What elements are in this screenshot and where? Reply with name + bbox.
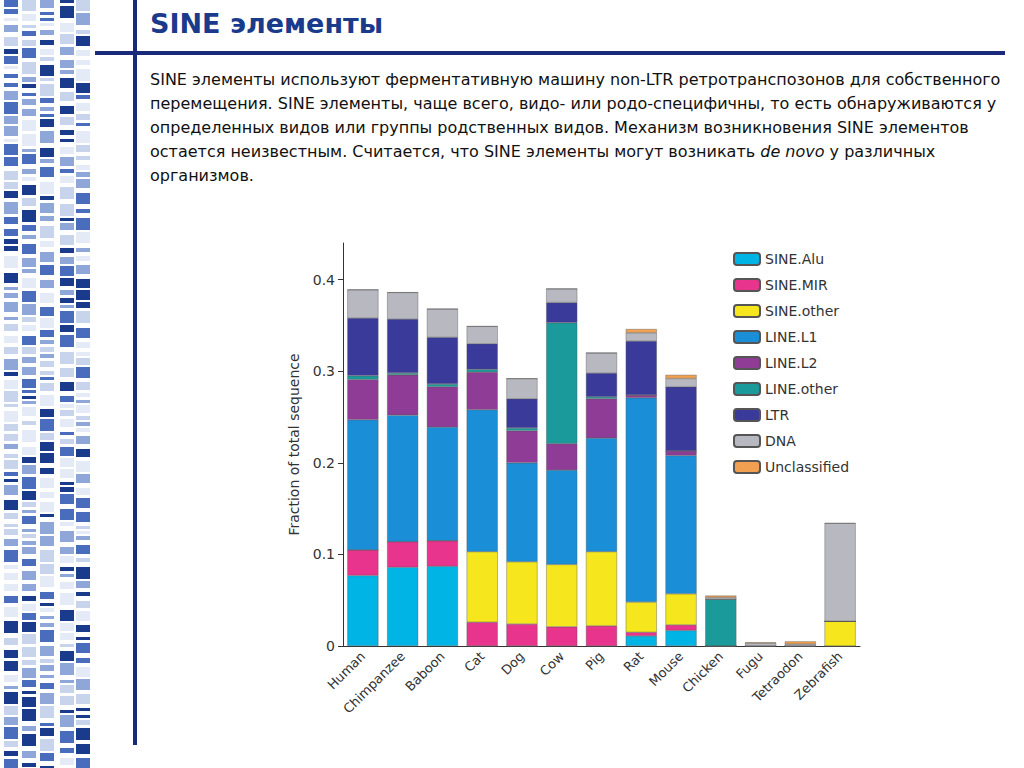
svg-text:Unclassified: Unclassified [765, 459, 849, 475]
svg-text:0: 0 [326, 638, 335, 654]
svg-text:0.2: 0.2 [313, 455, 335, 471]
html-text:SINE элементы: SINE элементы [150, 8, 384, 39]
svg-text:Fraction of total sequence: Fraction of total sequence [286, 353, 302, 535]
svg-text:Chicken: Chicken [679, 649, 726, 696]
svg-text:SINE.MIR: SINE.MIR [765, 277, 828, 293]
svg-text:Human: Human [324, 648, 369, 693]
svg-text:Mouse: Mouse [645, 648, 687, 690]
svg-text:Tetraodon: Tetraodon [749, 648, 806, 705]
svg-text:0.1: 0.1 [313, 546, 335, 562]
svg-text:Chimpanzee: Chimpanzee [340, 649, 408, 717]
svg-text:Pig: Pig [582, 649, 606, 673]
svg-text:Cow: Cow [537, 648, 567, 678]
svg-text:LTR: LTR [765, 407, 789, 423]
html-text:SINE элементы используют ферме: SINE элементы используют ферментативную … [150, 70, 1001, 185]
svg-text:LINE.L1: LINE.L1 [765, 329, 817, 345]
svg-text:Dog: Dog [498, 649, 527, 678]
svg-text:Baboon: Baboon [402, 649, 447, 694]
svg-text:Fugu: Fugu [733, 649, 766, 682]
svg-text:SINE.Alu: SINE.Alu [765, 251, 824, 267]
svg-text:0.4: 0.4 [313, 272, 335, 288]
svg-text:LINE.other: LINE.other [765, 381, 838, 397]
svg-text:SINE.other: SINE.other [765, 303, 839, 319]
svg-text:LINE.L2: LINE.L2 [765, 355, 817, 371]
svg-text:0.3: 0.3 [313, 363, 335, 379]
svg-text:Rat: Rat [621, 649, 647, 675]
svg-text:Zebrafish: Zebrafish [791, 649, 845, 703]
svg-text:Cat: Cat [461, 649, 487, 675]
svg-text:DNA: DNA [765, 433, 796, 449]
